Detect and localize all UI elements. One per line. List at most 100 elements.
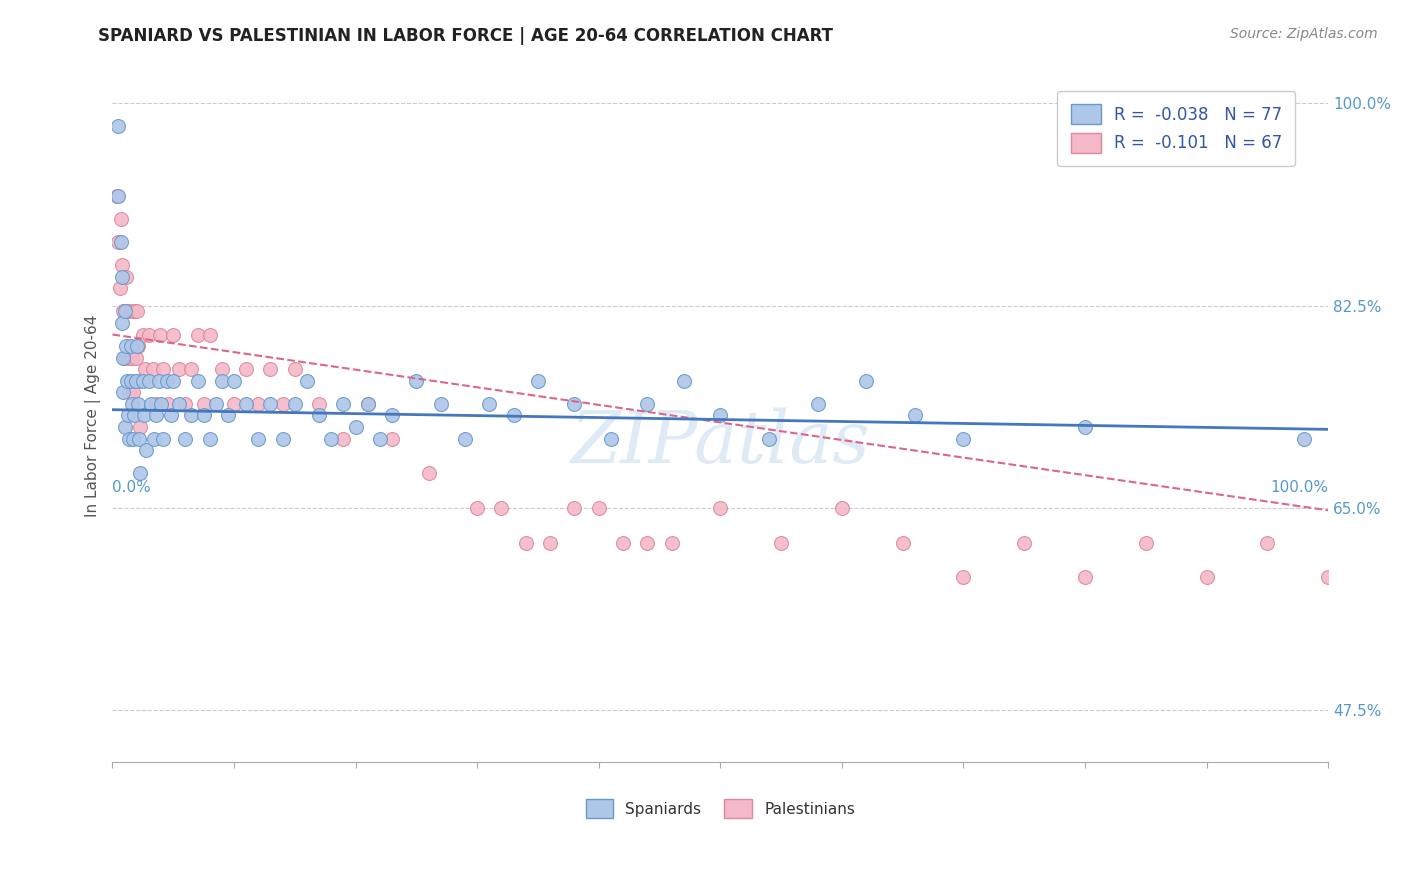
Point [120, 339, 142, 353]
Point [588, 501, 610, 516]
Point [418, 467, 440, 481]
Point [1012, 535, 1035, 549]
Point [122, 385, 145, 400]
Point [141, 397, 163, 411]
Point [132, 374, 155, 388]
Point [271, 397, 294, 411]
Point [1074, 420, 1097, 434]
Point [284, 397, 307, 411]
Point [709, 409, 731, 423]
Point [145, 397, 167, 411]
Point [502, 409, 524, 423]
Point [709, 501, 731, 516]
Point [357, 397, 380, 411]
Point [193, 409, 215, 423]
Point [515, 535, 537, 549]
Point [132, 409, 155, 423]
Point [157, 397, 180, 411]
Point [344, 420, 367, 434]
Point [112, 385, 135, 400]
Point [134, 362, 156, 376]
Point [1195, 570, 1218, 584]
Point [121, 351, 143, 365]
Point [491, 501, 513, 516]
Point [891, 535, 914, 549]
Point [247, 397, 270, 411]
Point [110, 211, 132, 226]
Point [770, 535, 793, 549]
Point [150, 397, 173, 411]
Point [284, 362, 307, 376]
Point [159, 409, 181, 423]
Point [806, 397, 828, 411]
Point [527, 374, 550, 388]
Point [107, 188, 129, 202]
Point [145, 409, 167, 423]
Point [111, 316, 134, 330]
Point [107, 120, 129, 134]
Point [118, 432, 141, 446]
Point [111, 269, 134, 284]
Point [308, 409, 330, 423]
Point [112, 351, 135, 365]
Point [180, 362, 202, 376]
Y-axis label: In Labor Force | Age 20-64: In Labor Force | Age 20-64 [86, 314, 101, 516]
Text: ZIPatlas: ZIPatlas [571, 408, 870, 478]
Point [1256, 535, 1278, 549]
Point [465, 501, 488, 516]
Point [758, 432, 780, 446]
Point [235, 362, 257, 376]
Point [105, 188, 128, 202]
Point [661, 535, 683, 549]
Point [142, 432, 165, 446]
Point [429, 397, 451, 411]
Point [211, 374, 233, 388]
Point [114, 420, 136, 434]
Point [114, 269, 136, 284]
Point [612, 535, 634, 549]
Point [124, 409, 146, 423]
Point [124, 374, 146, 388]
Point [162, 374, 184, 388]
Point [564, 397, 586, 411]
Text: 100.0%: 100.0% [1270, 480, 1329, 495]
Point [1317, 570, 1340, 584]
Point [904, 409, 927, 423]
Point [247, 432, 270, 446]
Point [211, 362, 233, 376]
Point [152, 432, 174, 446]
Point [148, 374, 170, 388]
Point [454, 432, 477, 446]
Point [128, 432, 150, 446]
Text: SPANIARD VS PALESTINIAN IN LABOR FORCE | AGE 20-64 CORRELATION CHART: SPANIARD VS PALESTINIAN IN LABOR FORCE |… [98, 27, 834, 45]
Point [125, 339, 148, 353]
Point [120, 304, 142, 318]
Point [198, 327, 221, 342]
Point [118, 385, 141, 400]
Point [672, 374, 695, 388]
Point [368, 432, 391, 446]
Point [141, 362, 163, 376]
Point [174, 397, 197, 411]
Point [132, 327, 155, 342]
Point [204, 397, 226, 411]
Point [112, 304, 135, 318]
Point [636, 397, 658, 411]
Point [235, 397, 257, 411]
Point [180, 409, 202, 423]
Point [121, 397, 143, 411]
Point [222, 397, 245, 411]
Point [149, 327, 172, 342]
Point [135, 443, 157, 458]
Point [152, 362, 174, 376]
Point [259, 362, 281, 376]
Point [110, 235, 132, 249]
Point [169, 397, 191, 411]
Point [381, 409, 404, 423]
Point [564, 501, 586, 516]
Point [381, 432, 404, 446]
Point [1074, 570, 1097, 584]
Point [138, 327, 160, 342]
Point [117, 351, 139, 365]
Point [128, 374, 150, 388]
